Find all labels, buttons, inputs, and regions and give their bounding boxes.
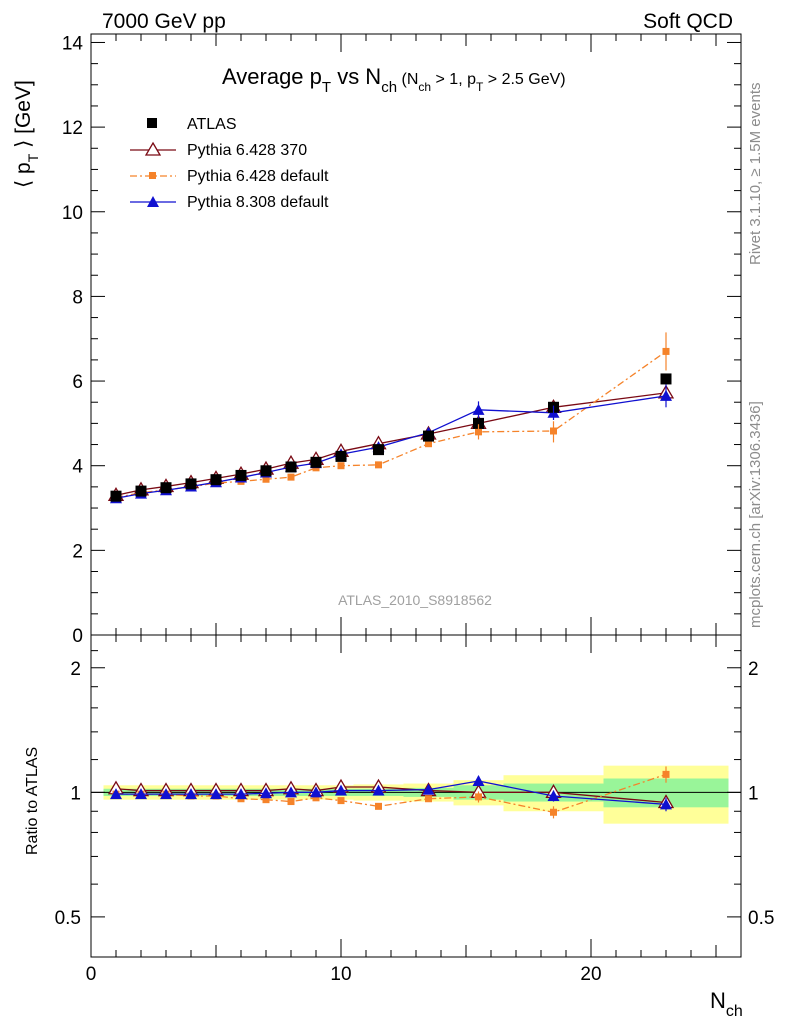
title-cut-b: ch [418, 80, 431, 94]
title-cut-e: > 2.5 GeV) [483, 71, 565, 88]
series-layer [107, 332, 675, 819]
ratio-y-axis-label: Ratio to ATLAS [24, 747, 41, 855]
legend-marker-pdef [149, 172, 156, 179]
point-atlas [210, 474, 222, 486]
ylabel-pre: ⟨ p [12, 162, 35, 188]
legend-label-p370: Pythia 6.428 370 [187, 142, 307, 159]
ratio-point-p8 [160, 788, 172, 800]
ratio-tick-label-right: 2 [748, 659, 759, 680]
ratio-point-pdef [425, 795, 432, 803]
legend-marker-p370 [144, 141, 162, 156]
ratio-point-pdef [550, 808, 557, 816]
line-pdef [115, 350, 667, 499]
y-tick-label: 12 [62, 118, 83, 139]
x-tick-label: 0 [86, 964, 97, 985]
point-pdef [262, 475, 270, 483]
ratio-tick-label-left: 2 [70, 659, 81, 680]
legend-label-atlas: ATLAS [187, 116, 237, 133]
y-tick-label: 0 [72, 626, 83, 647]
ratio-point-p8 [185, 788, 197, 800]
ratio-tick-label-left: 0.5 [55, 908, 81, 929]
ratio-point-p8 [547, 789, 560, 801]
point-atlas [423, 430, 434, 442]
ratio-point-p8 [210, 788, 222, 800]
title-mid: vs N [331, 64, 381, 89]
chart-title: Average pT vs Nch (Nch > 1, pT > 2.5 GeV… [222, 64, 566, 96]
point-atlas [310, 456, 322, 468]
legend-marker-atlas [147, 118, 157, 128]
y-tick-label: 4 [72, 457, 83, 478]
legend-label-p8: Pythia 8.308 default [187, 194, 329, 211]
ratio-point-p8 [285, 786, 297, 798]
point-atlas [473, 417, 484, 429]
title-sub1: T [322, 79, 331, 96]
x-tick-label: 20 [580, 964, 601, 985]
ratio-point-pdef [287, 798, 295, 806]
ratio-point-pdef [312, 794, 320, 802]
ratio-point-p8 [335, 784, 347, 796]
ratio-point-p8 [110, 788, 122, 800]
title-cut-a: (N [397, 71, 418, 88]
ratio-point-p8 [310, 786, 322, 798]
y-tick-label: 10 [62, 203, 83, 224]
ratio-point-pdef [475, 793, 482, 801]
ratio-tick-label-right: 1 [748, 783, 759, 804]
point-atlas [185, 478, 197, 490]
ratio-point-p8 [472, 775, 485, 787]
title-cut-c: > 1, p [431, 71, 476, 88]
analysis-watermark: ATLAS_2010_S8918562 [338, 592, 492, 608]
y-axis-label: ⟨ pT ⟩ [GeV] [12, 80, 41, 188]
x-tick-label: 10 [330, 964, 351, 985]
ratio-point-pdef [262, 796, 270, 804]
line-p8 [115, 395, 667, 499]
xlabel-sub: ch [726, 1003, 743, 1020]
legend: ATLAS Pythia 6.428 370 Pythia 6.428 defa… [130, 116, 329, 211]
ratio-point-p8 [235, 788, 247, 800]
side-text-rivet: Rivet 3.1.10, ≥ 1.5M events [747, 83, 764, 266]
xlabel-base: N [710, 988, 726, 1013]
ratio-point-pdef [662, 770, 670, 778]
ratio-tick-label-left: 1 [70, 783, 81, 804]
legend-marker-p8 [147, 196, 159, 207]
ratio-point-p8 [422, 783, 435, 795]
ratio-point-p8 [660, 798, 672, 810]
point-atlas [660, 373, 672, 385]
ratio-point-pdef [375, 802, 382, 810]
point-atlas [235, 469, 247, 481]
ratio-point-pdef [337, 797, 345, 805]
point-atlas [373, 444, 384, 456]
side-text-mcplots: mcplots.cern.ch [arXiv:1306.3436] [747, 401, 764, 628]
series-pdef [112, 347, 670, 819]
ratio-point-p8 [260, 787, 272, 799]
point-atlas [335, 450, 347, 462]
ratio-tick-label-right: 0.5 [748, 908, 774, 929]
title-cut-d: T [476, 80, 484, 94]
point-pdef [337, 462, 345, 470]
point-atlas [160, 482, 172, 494]
point-pdef [375, 461, 382, 469]
title-sub2: ch [381, 79, 397, 96]
point-atlas [260, 465, 272, 477]
point-atlas [110, 490, 122, 502]
y-tick-label: 6 [72, 372, 83, 393]
title-base: Average p [222, 64, 322, 89]
point-atlas [135, 485, 147, 497]
ylabel-post: ⟩ [GeV] [12, 80, 35, 154]
point-atlas [285, 461, 297, 473]
ylabel-sub: T [25, 153, 41, 162]
point-pdef [425, 440, 432, 448]
y-tick-label: 14 [62, 33, 84, 54]
series-atlas [110, 373, 672, 502]
point-pdef [287, 473, 295, 481]
header-right: Soft QCD [643, 10, 733, 33]
y-tick-label: 8 [72, 287, 83, 308]
y-tick-label: 2 [72, 541, 83, 562]
ratio-point-p8 [135, 788, 147, 800]
x-axis-label: Nch [710, 988, 743, 1020]
legend-label-pdef: Pythia 6.428 default [187, 168, 329, 185]
ratio-point-p8 [372, 784, 385, 796]
header-left: 7000 GeV pp [102, 10, 226, 33]
